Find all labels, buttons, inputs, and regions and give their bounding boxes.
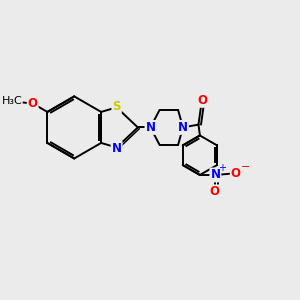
Text: N: N [112, 142, 122, 155]
Text: O: O [197, 94, 207, 107]
Text: +: + [218, 163, 226, 173]
Text: N: N [210, 169, 220, 182]
Text: S: S [112, 100, 121, 113]
Text: O: O [209, 185, 219, 198]
Text: methoxy: methoxy [16, 99, 22, 100]
Text: −: − [241, 162, 250, 172]
Text: H₃C: H₃C [2, 97, 22, 106]
Text: O: O [231, 167, 241, 180]
Text: N: N [146, 121, 155, 134]
Text: N: N [178, 121, 188, 134]
Text: O: O [28, 97, 38, 110]
